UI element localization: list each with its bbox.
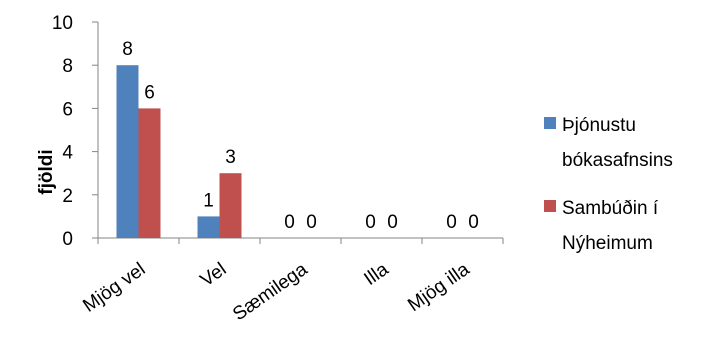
x-tick-label-4: Illa — [360, 259, 392, 290]
y-tick-label-3: 6 — [62, 99, 73, 120]
bars — [116, 65, 242, 239]
legend-swatch-2 — [544, 200, 556, 212]
y-tick-label-4: 8 — [62, 56, 73, 77]
data-label-1-4: 0 — [365, 212, 376, 233]
legend-item-1: Þjónustu bókasafnsins — [544, 115, 673, 171]
y-tick-label-2: 4 — [62, 143, 73, 164]
bar-1-2 — [197, 216, 220, 238]
bar-1-1 — [116, 65, 139, 238]
axes — [92, 21, 504, 244]
data-label-2-1: 6 — [144, 82, 155, 103]
x-tick-label-3: Sæmilega — [229, 259, 311, 326]
legend-swatch-1 — [544, 117, 556, 129]
data-label-2-3: 0 — [306, 212, 317, 233]
data-label-1-5: 0 — [446, 212, 457, 233]
x-tick-label-5: Mjög illa — [404, 259, 473, 316]
data-label-1-3: 0 — [284, 212, 295, 233]
y-axis-title: fjöldi — [36, 149, 57, 194]
y-tick-label-0: 0 — [62, 229, 73, 250]
bar-2-1 — [138, 108, 161, 239]
data-label-2-2: 3 — [225, 147, 236, 168]
y-tick-label-1: 2 — [62, 186, 73, 207]
data-label-1-2: 1 — [203, 190, 214, 211]
x-tick-label-1: Mjög vel — [79, 259, 149, 317]
bar-2-2 — [219, 173, 242, 238]
legend: Þjónustu bókasafnsins Sambúðin í Nýheimu… — [544, 115, 673, 254]
legend-label-1-line-1: Þjónustu — [562, 115, 636, 136]
legend-item-2: Sambúðin í Nýheimum — [544, 198, 659, 254]
data-label-2-5: 0 — [468, 212, 479, 233]
legend-label-2-line-1: Sambúðin í — [562, 198, 659, 219]
x-tick-label-2: Vel — [197, 259, 231, 291]
legend-label-2-line-2: Nýheimum — [562, 233, 653, 254]
data-label-1-1: 8 — [122, 39, 133, 60]
legend-label-1-line-2: bókasafnsins — [562, 150, 673, 171]
y-tick-label-5: 10 — [52, 13, 73, 34]
data-label-2-4: 0 — [387, 212, 398, 233]
